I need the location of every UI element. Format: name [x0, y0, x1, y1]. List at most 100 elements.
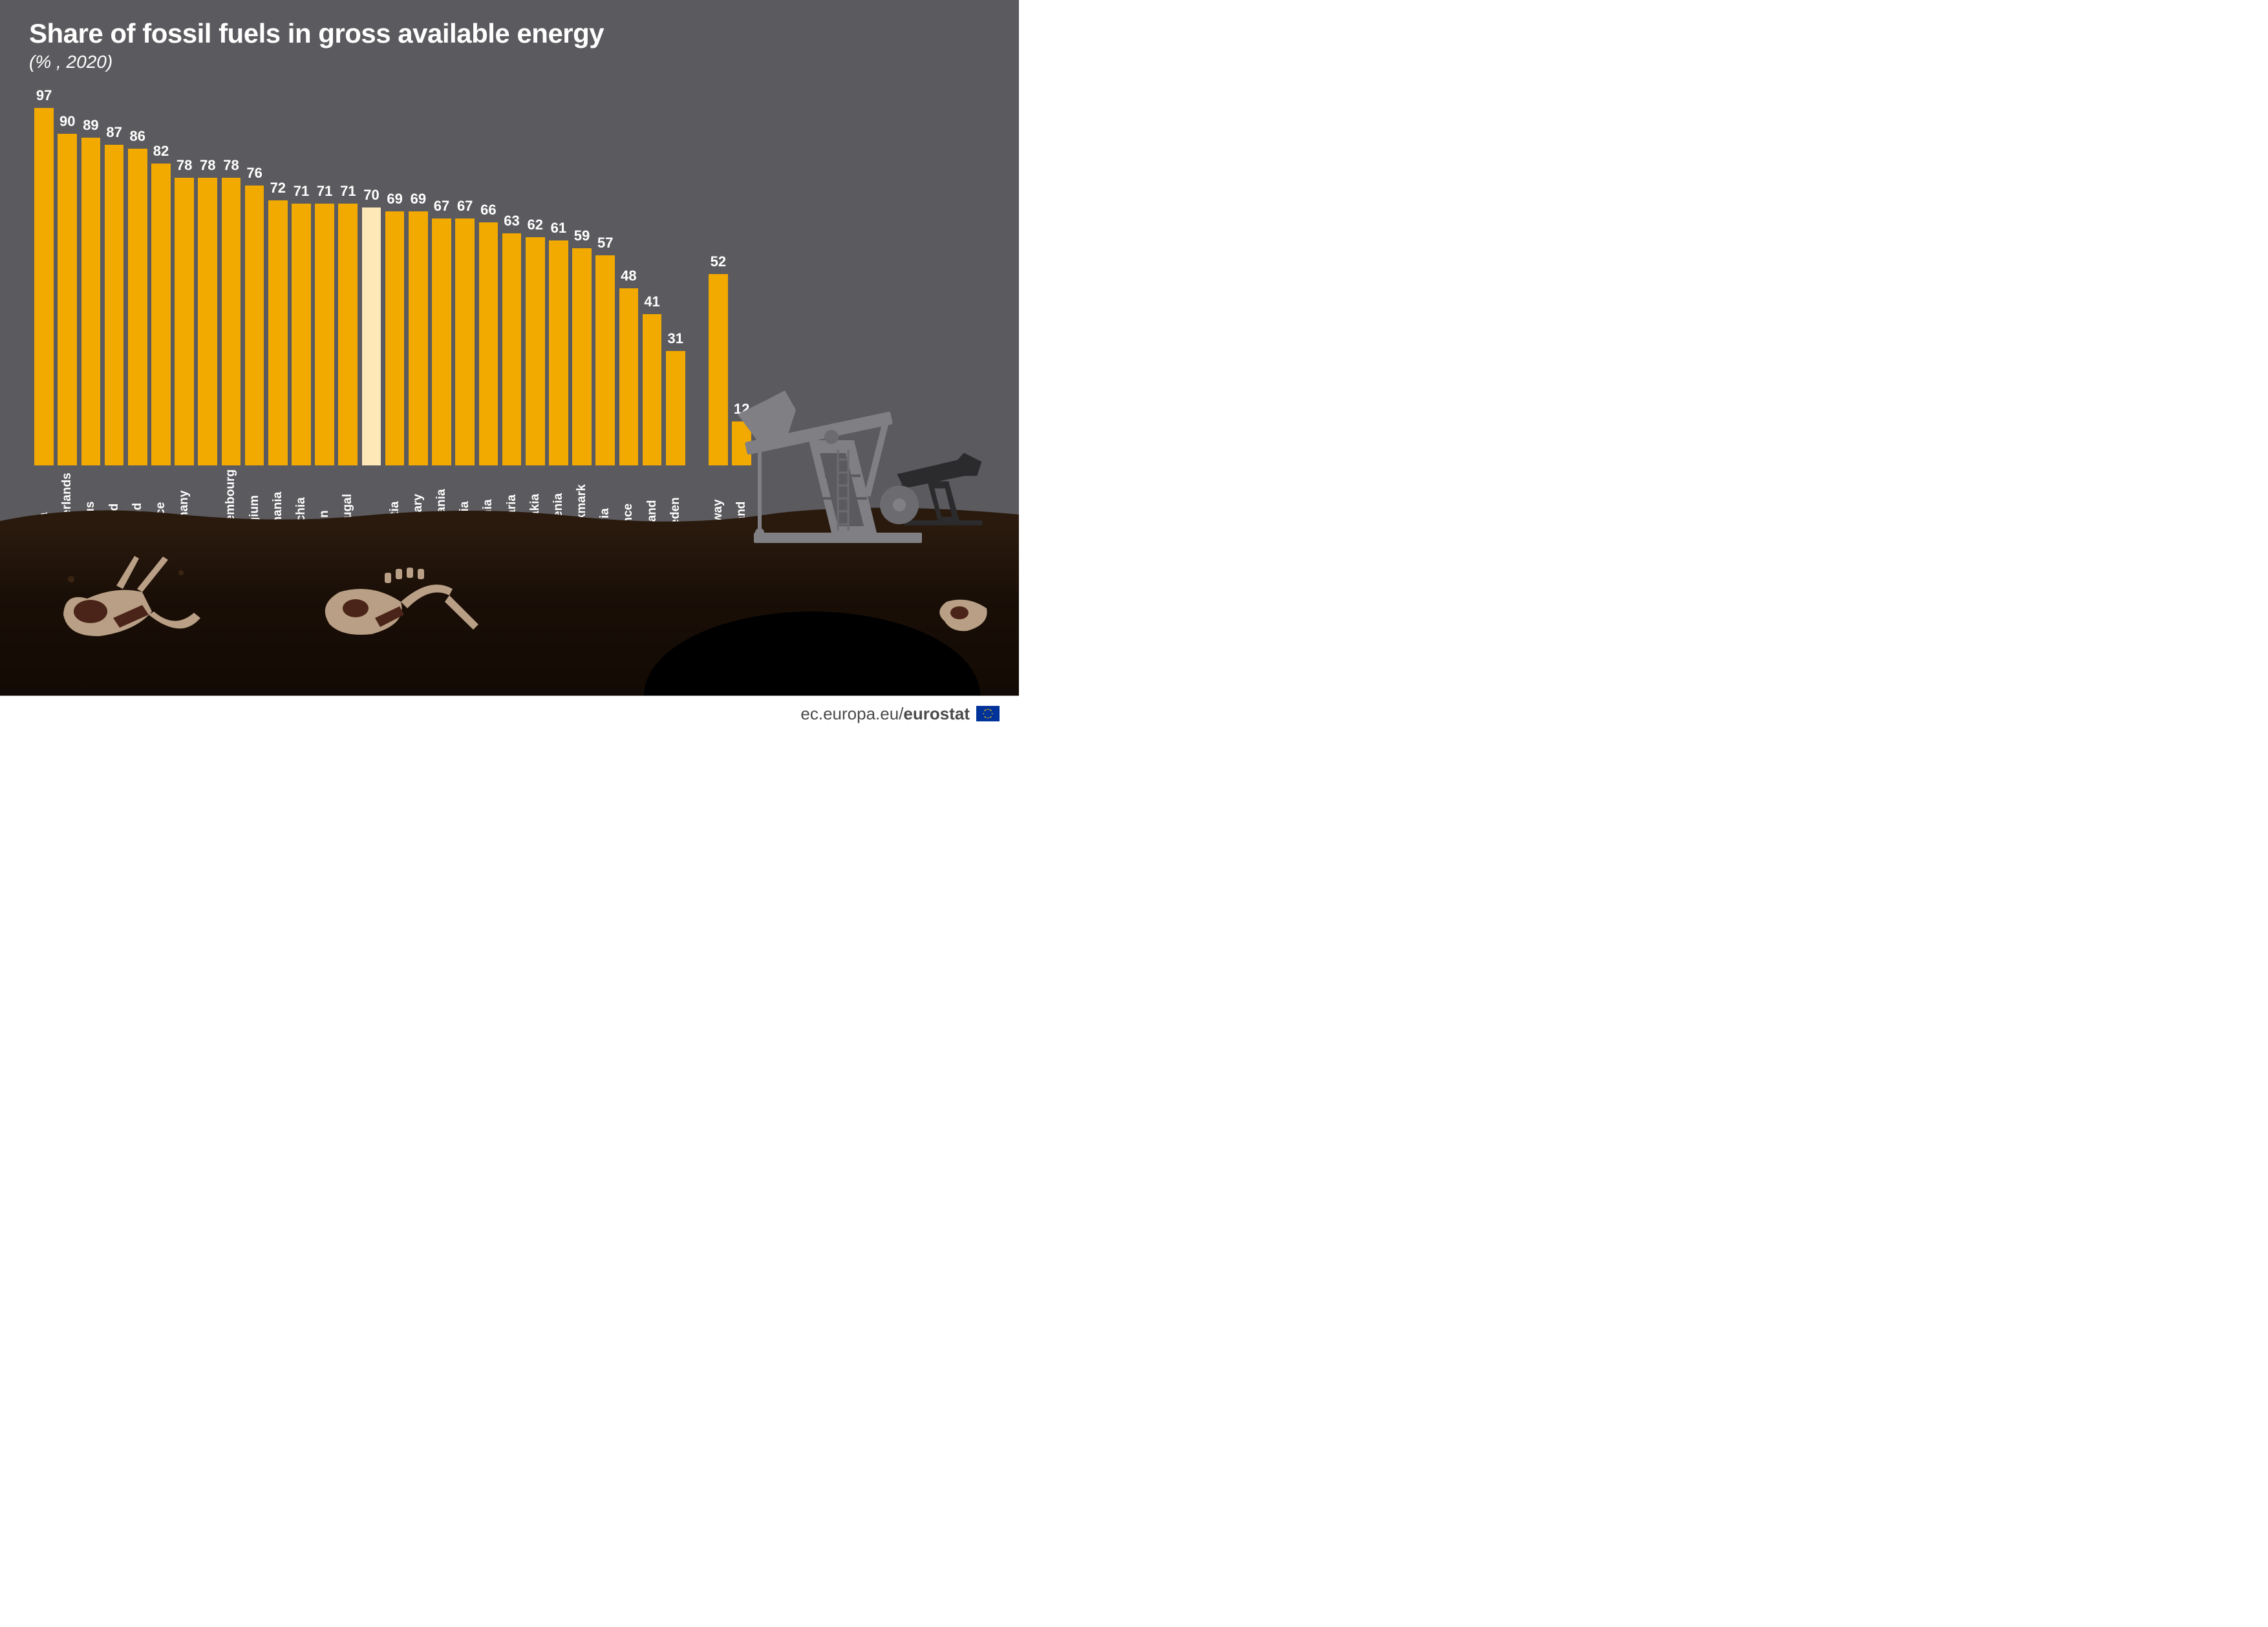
bar	[502, 233, 522, 465]
footer: ec.europa.eu/eurostat	[0, 696, 1019, 731]
bar-col: 52	[707, 253, 730, 465]
bar-col: 67	[430, 198, 453, 465]
bar-col: 63	[500, 213, 523, 465]
bar	[245, 186, 264, 465]
bar-col: 62	[524, 217, 547, 465]
bar	[572, 248, 592, 465]
bar	[479, 222, 498, 465]
footer-url-prefix: ec.europa.eu/	[800, 704, 903, 724]
bar	[709, 274, 728, 465]
fossil-small-icon	[928, 586, 1006, 644]
bar	[409, 211, 428, 465]
bar-col: 76	[243, 165, 266, 465]
bar-value-label: 62	[527, 217, 542, 233]
bar-value-label: 52	[711, 253, 726, 270]
bar-value-label: 71	[317, 183, 332, 200]
title-block: Share of fossil fuels in gross available…	[29, 18, 604, 72]
bar	[619, 288, 639, 465]
bar-col: 78	[173, 157, 196, 465]
bar-value-label: 57	[597, 235, 613, 251]
bar-value-label: 41	[644, 293, 659, 310]
bar-col: 97	[32, 87, 56, 465]
bar-value-label: 48	[621, 268, 636, 284]
bar	[198, 178, 217, 465]
bar-col: 48	[617, 268, 640, 465]
bar	[58, 134, 77, 465]
bar-value-label: 71	[294, 183, 309, 200]
bar	[362, 207, 381, 465]
bar-col: 61	[547, 220, 570, 465]
bar-value-label: 87	[106, 124, 122, 141]
bar	[268, 200, 288, 465]
bar	[222, 178, 241, 465]
bar-col: 57	[594, 235, 617, 465]
bar	[292, 204, 311, 465]
bar-value-label: 78	[223, 157, 239, 174]
bars-area: 9790898786827878787672717171706969676766…	[32, 97, 753, 465]
bar-value-label: 89	[83, 117, 98, 134]
bar	[34, 108, 54, 465]
bar	[338, 204, 358, 465]
bar-value-label: 59	[574, 228, 590, 244]
bar-value-label: 82	[153, 143, 169, 160]
fossil-triceratops-icon	[52, 553, 220, 650]
bar-col: 71	[313, 183, 336, 465]
bar	[151, 164, 171, 465]
fossil-skull-icon	[310, 553, 491, 650]
bar	[432, 218, 451, 465]
bar-value-label: 72	[270, 180, 286, 197]
bar	[81, 138, 101, 465]
bar-col: 71	[290, 183, 313, 465]
bar-value-label: 76	[246, 165, 262, 182]
bar-value-label: 97	[36, 87, 52, 104]
bar	[315, 204, 334, 465]
bar-value-label: 70	[363, 187, 379, 204]
chart-title: Share of fossil fuels in gross available…	[29, 18, 604, 49]
eu-flag-icon	[976, 706, 1000, 721]
bar-col: 78	[219, 157, 242, 465]
bar-value-label: 61	[551, 220, 566, 237]
bar-col: 69	[383, 191, 407, 465]
bar-value-label: 63	[504, 213, 519, 229]
bar-col: 72	[266, 180, 290, 465]
bar-col: 66	[476, 202, 500, 465]
chart-container: Share of fossil fuels in gross available…	[0, 0, 1019, 696]
bar-col: 87	[103, 124, 126, 465]
chart-subtitle: (% , 2020)	[29, 52, 604, 72]
bar	[666, 351, 685, 465]
bar-value-label: 66	[480, 202, 496, 218]
bar-value-label: 86	[130, 128, 145, 145]
bar	[455, 218, 475, 465]
bar	[385, 211, 405, 465]
bar-col: 71	[336, 183, 359, 465]
bar-col: 82	[149, 143, 173, 465]
bar-value-label: 69	[387, 191, 402, 207]
bar-value-label: 71	[340, 183, 356, 200]
bar	[643, 314, 662, 465]
bar-col: 67	[453, 198, 476, 465]
bar-value-label: 78	[200, 157, 215, 174]
bar-col: 31	[664, 330, 687, 465]
bar-col: 86	[126, 128, 149, 465]
bar-col: 89	[79, 117, 102, 465]
bar	[526, 237, 545, 465]
bar	[128, 149, 147, 465]
bar	[105, 145, 124, 465]
footer-url-bold: eurostat	[903, 704, 970, 724]
bar	[595, 255, 615, 465]
bar-value-label: 78	[177, 157, 192, 174]
bar-value-label: 69	[411, 191, 426, 207]
bar-value-label: 67	[434, 198, 449, 215]
bar-value-label: 90	[59, 113, 75, 130]
pumpjack-front-icon	[734, 379, 941, 547]
bar-value-label: 67	[457, 198, 473, 215]
bar	[549, 240, 568, 465]
bar-col: 69	[407, 191, 430, 465]
bar-col: 70	[359, 187, 383, 465]
bar-col: 78	[196, 157, 219, 465]
bar-col: 59	[570, 228, 594, 465]
bar	[175, 178, 194, 465]
bar-value-label: 31	[667, 330, 683, 347]
bar-col: 90	[56, 113, 79, 465]
bar-col: 41	[640, 293, 663, 465]
